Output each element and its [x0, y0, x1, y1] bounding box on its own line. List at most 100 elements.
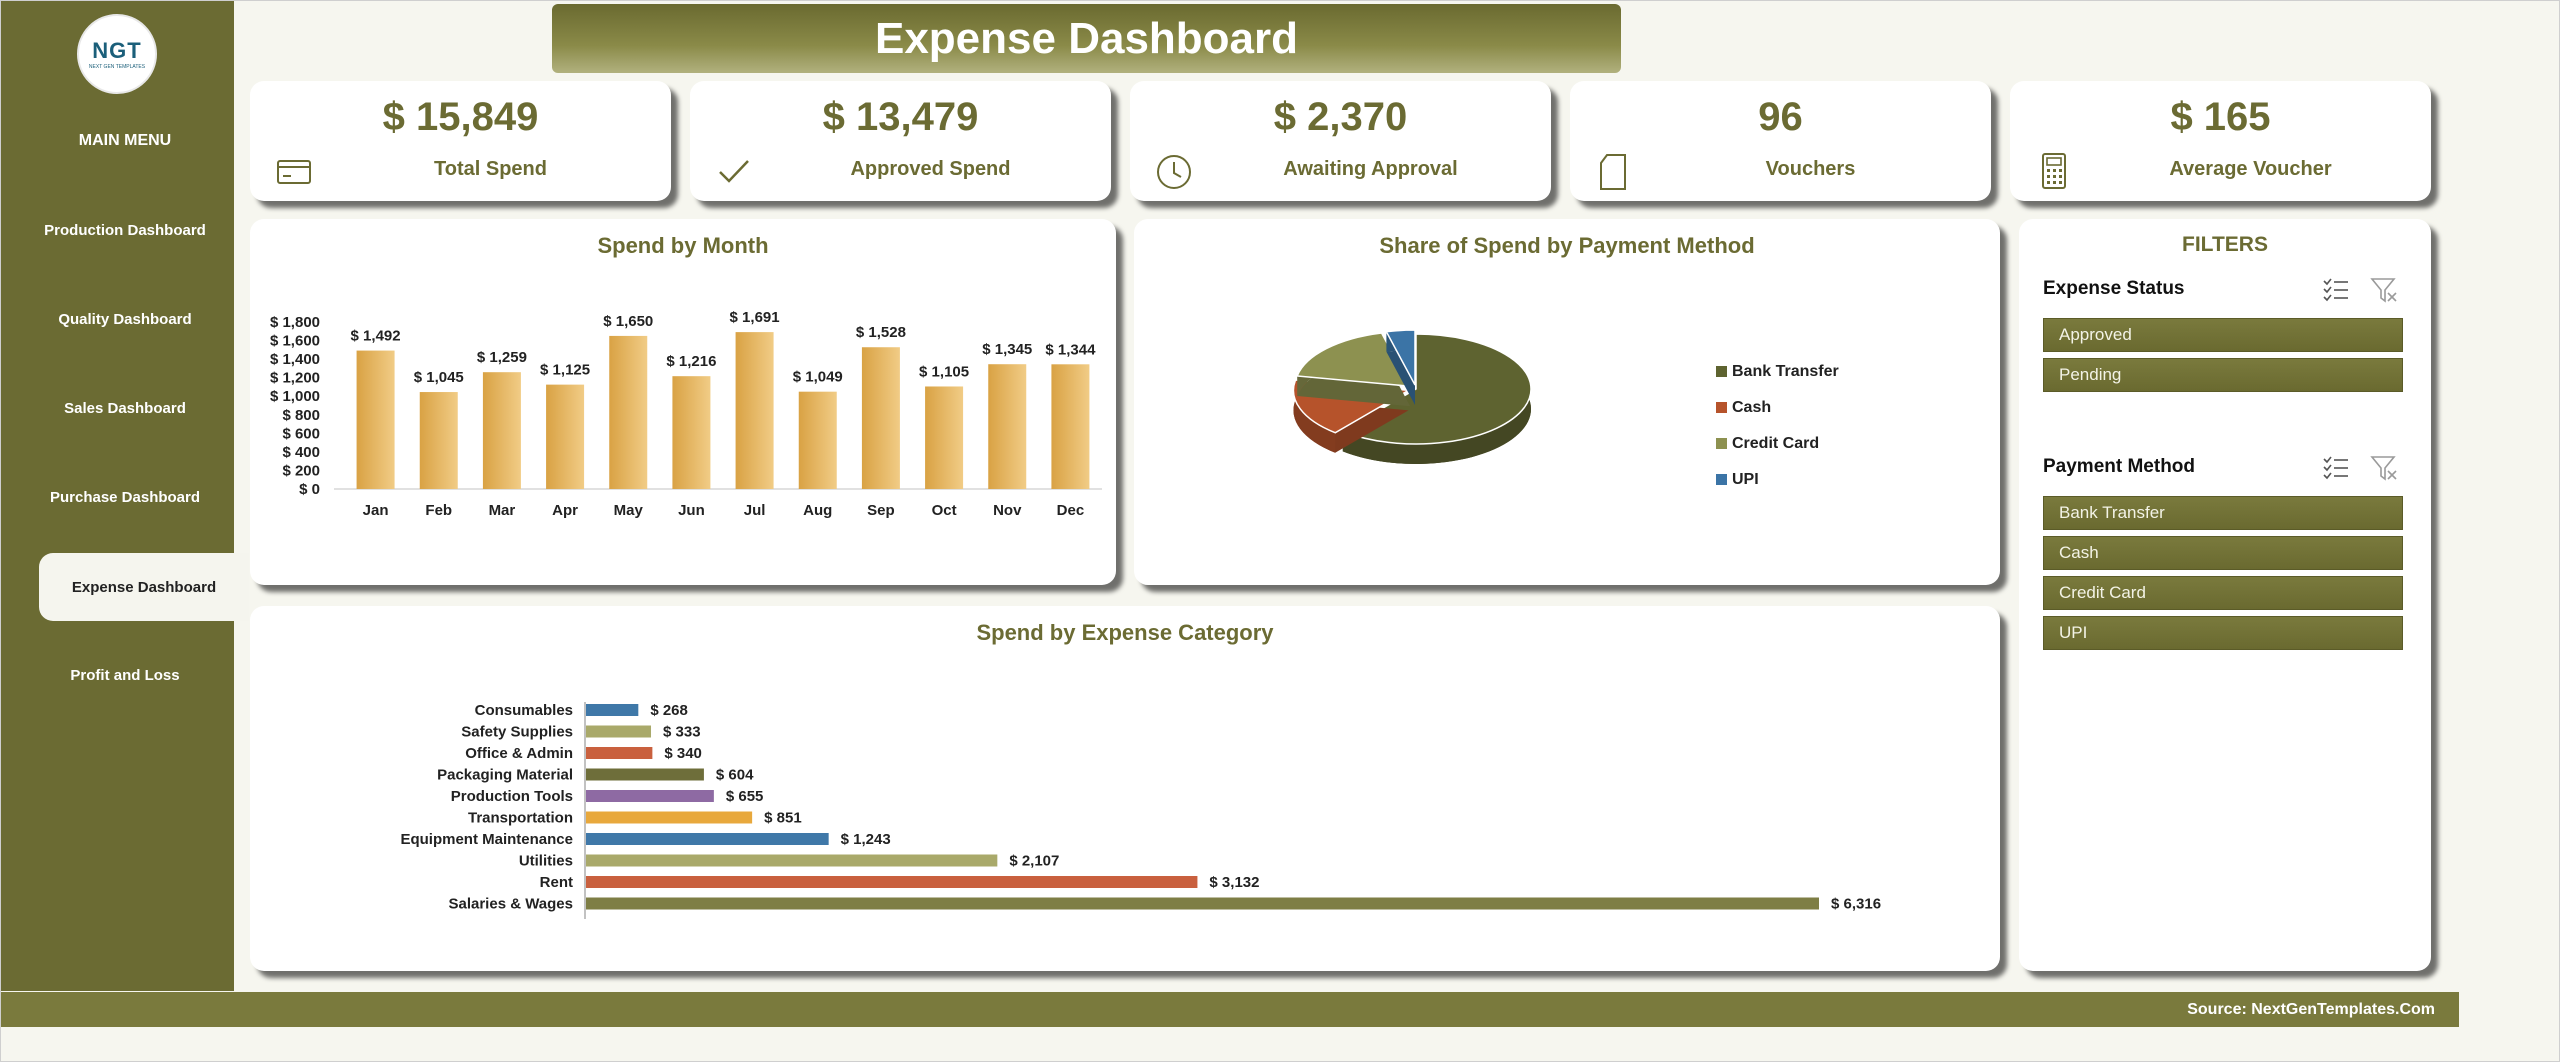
- bar-data-label: $ 1,105: [919, 363, 969, 380]
- bar-data-label: $ 268: [650, 702, 688, 719]
- kpi-label: Awaiting Approval: [1283, 158, 1458, 180]
- bar-data-label: $ 655: [726, 788, 764, 805]
- category-bar: [586, 768, 704, 781]
- month-bar: [419, 392, 458, 489]
- kpi-card-vouchers: 96 Vouchers: [1570, 81, 1991, 201]
- kpi-card-approved-spend: $ 13,479 Approved Spend: [690, 81, 1111, 201]
- month-bar: [482, 372, 521, 489]
- filter-option-cash[interactable]: Cash: [2043, 536, 2403, 570]
- legend-swatch: [1716, 366, 1727, 377]
- month-bar: [798, 391, 837, 489]
- multi-select-icon[interactable]: [2321, 453, 2351, 483]
- footer-bar: Source: NextGenTemplates.Com: [1, 992, 2459, 1027]
- filter-option-pending[interactable]: Pending: [2043, 358, 2403, 392]
- bar-data-label: $ 1,492: [351, 328, 401, 345]
- month-bar: [1051, 364, 1090, 489]
- x-tick-label: May: [614, 502, 644, 519]
- category-label: Equipment Maintenance: [400, 831, 573, 848]
- category-bar: [586, 854, 998, 867]
- bar-data-label: $ 3,132: [1209, 874, 1259, 891]
- month-bar: [672, 376, 711, 489]
- pie-slice-edge: [1342, 334, 1531, 464]
- sidebar-item-quality-dashboard[interactable]: Quality Dashboard: [58, 311, 192, 328]
- sidebar-item-profit-and-loss[interactable]: Profit and Loss: [70, 667, 180, 684]
- kpi-card-average-voucher: $ 165 Average Voucher: [2010, 81, 2431, 201]
- x-tick-label: Jul: [744, 502, 766, 519]
- y-tick-label: $ 1,600: [270, 333, 320, 350]
- kpi-card-total-spend: $ 15,849 Total Spend: [250, 81, 671, 201]
- month-bar: [546, 384, 585, 489]
- y-tick-label: $ 400: [282, 444, 320, 461]
- filter-option-credit-card[interactable]: Credit Card: [2043, 576, 2403, 610]
- bar-data-label: $ 6,316: [1831, 896, 1881, 913]
- x-tick-label: Jan: [363, 502, 389, 519]
- category-bar: [586, 897, 1819, 910]
- category-bar: [586, 790, 714, 802]
- logo-subtext: NEXT GEN TEMPLATES: [88, 64, 146, 70]
- sidebar-item-sales-dashboard[interactable]: Sales Dashboard: [64, 400, 186, 417]
- x-tick-label: Feb: [425, 502, 452, 519]
- expense-category-card: Spend by Expense Category Consumables $ 2…: [250, 606, 2000, 971]
- calculator-icon: [2042, 153, 2066, 189]
- document-icon: [1600, 154, 1626, 190]
- category-bar: [586, 833, 829, 845]
- spend-by-month-card: Spend by Month $ 0 $ 200 $ 400 $ 600 $ 800 $ …: [250, 219, 1116, 585]
- y-tick-label: $ 1,200: [270, 370, 320, 387]
- month-bar: [609, 335, 648, 489]
- category-label: Transportation: [468, 810, 573, 827]
- multi-select-icon[interactable]: [2321, 275, 2351, 305]
- kpi-label: Total Spend: [434, 158, 547, 180]
- legend-swatch: [1716, 438, 1727, 449]
- y-tick-label: $ 600: [282, 425, 320, 442]
- x-tick-label: Mar: [489, 502, 516, 519]
- clock-icon: [1157, 155, 1191, 189]
- filter-option-approved[interactable]: Approved: [2043, 318, 2403, 352]
- y-tick-label: $ 1,000: [270, 388, 320, 405]
- kpi-label: Vouchers: [1765, 158, 1856, 180]
- bar-data-label: $ 604: [716, 767, 754, 784]
- y-tick-label: $ 1,400: [270, 351, 320, 368]
- checkmark-icon: [719, 160, 749, 183]
- filter-heading-expense-status: Expense Status: [2043, 278, 2185, 299]
- bar-data-label: $ 1,125: [540, 362, 590, 379]
- clear-filter-icon[interactable]: [2369, 275, 2399, 305]
- x-tick-label: Nov: [993, 502, 1022, 519]
- logo-mark: NGT: [92, 38, 142, 63]
- sidebar-item-production-dashboard[interactable]: Production Dashboard: [44, 222, 206, 239]
- month-bar: [356, 350, 395, 489]
- y-tick-label: $ 0: [299, 481, 320, 498]
- kpi-value: $ 13,479: [822, 95, 979, 139]
- category-label: Production Tools: [451, 788, 573, 805]
- bar-data-label: $ 851: [764, 810, 802, 827]
- payment-method-pie-chart: Bank Transfer Cash Credit Card UPI: [1292, 329, 1839, 488]
- bar-data-label: $ 1,650: [603, 313, 653, 330]
- category-label: Utilities: [519, 853, 573, 870]
- legend-label: Bank Transfer: [1732, 363, 1839, 380]
- category-label: Packaging Material: [437, 767, 573, 784]
- kpi-label: Average Voucher: [2169, 158, 2332, 180]
- bar-data-label: $ 2,107: [1009, 853, 1059, 870]
- kpi-value: $ 165: [2170, 95, 2271, 139]
- legend-label: Cash: [1732, 399, 1771, 416]
- chart-title: Spend by Expense Category: [976, 620, 1274, 645]
- footer-source: Source: NextGenTemplates.Com: [2187, 1001, 2435, 1018]
- pie-slice-edge: [1293, 380, 1336, 453]
- spend-by-month-chart: $ 0 $ 200$ 400 $ 600$ 800 $ 1,000$ 1,200 $ 1…: [270, 309, 1102, 519]
- bar-data-label: $ 1,049: [793, 369, 843, 386]
- payment-method-card: Share of Spend by Payment Method Bank Tr…: [1134, 219, 2000, 585]
- bar-data-label: $ 1,344: [1045, 341, 1096, 358]
- filters-title: FILTERS: [2182, 233, 2268, 256]
- filter-option-upi[interactable]: UPI: [2043, 616, 2403, 650]
- x-tick-label: Sep: [867, 502, 895, 519]
- bar-data-label: $ 333: [663, 724, 701, 741]
- sidebar-item-purchase-dashboard[interactable]: Purchase Dashboard: [49, 489, 201, 506]
- pie-slice: [1296, 332, 1412, 388]
- filter-option-bank-transfer[interactable]: Bank Transfer: [2043, 496, 2403, 530]
- bar-data-label: $ 340: [664, 745, 702, 762]
- clear-filter-icon[interactable]: [2369, 453, 2399, 483]
- month-bar: [925, 386, 964, 489]
- filters-panel: FILTERS Expense Status Approved Pending …: [2019, 219, 2431, 971]
- category-label: Salaries & Wages: [448, 896, 573, 913]
- sidebar-item-expense-dashboard[interactable]: Expense Dashboard: [39, 553, 249, 621]
